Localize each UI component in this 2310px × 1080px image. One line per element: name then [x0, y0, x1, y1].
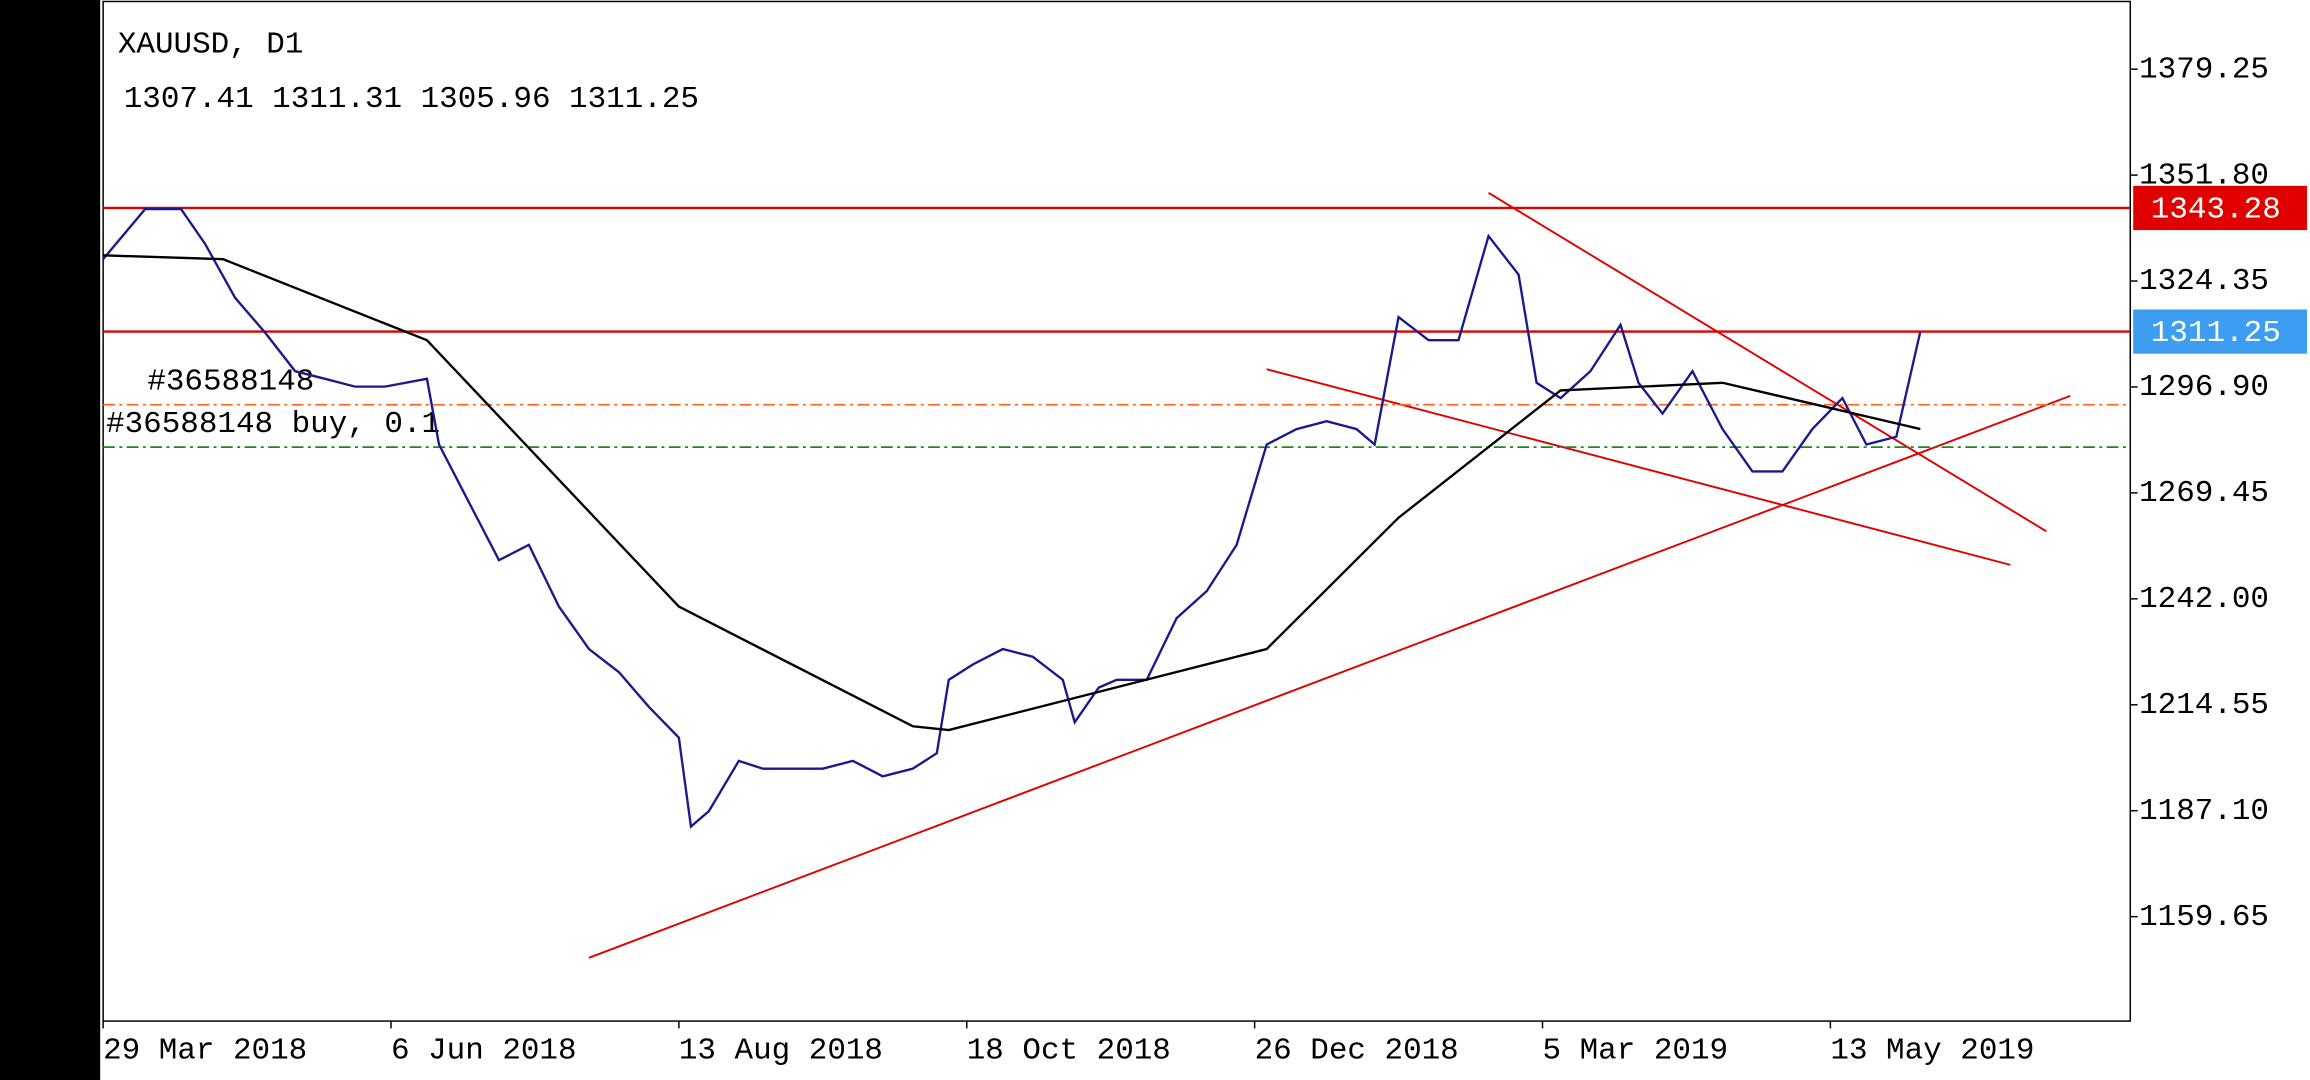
trend-line: [588, 394, 2071, 959]
x-tick-label: 18 Oct 2018: [967, 1034, 1171, 1069]
side-bar: [0, 0, 101, 1080]
order-label: #36588148 buy, 0.1: [106, 407, 440, 442]
price-line: [102, 207, 1922, 829]
y-tick-label: 1324.35: [2139, 264, 2269, 299]
x-tick-label: 13 Aug 2018: [679, 1034, 883, 1069]
trend-line: [1266, 368, 2011, 566]
y-tick-label: 1159.65: [2139, 900, 2269, 935]
x-tick-label: 5 Mar 2019: [1543, 1034, 1729, 1069]
y-tick-label: 1379.25: [2139, 52, 2269, 87]
y-tick-label: 1214.55: [2139, 688, 2269, 723]
price-tag: [2133, 309, 2308, 354]
x-tick-label: 13 May 2019: [1830, 1034, 2034, 1069]
chart-title: XAUUSD, D1: [118, 27, 304, 62]
price-tag-label: 1343.28: [2151, 193, 2281, 228]
price-line: [103, 254, 1921, 732]
trend-line: [1488, 192, 2047, 533]
x-tick-label: 29 Mar 2018: [103, 1034, 307, 1069]
plot-area: [102, 0, 2132, 1022]
order-label: #36588148: [147, 364, 314, 399]
ohlc-text: 1307.41 1311.31 1305.96 1311.25: [124, 82, 699, 117]
y-tick-label: 1269.45: [2139, 476, 2269, 511]
y-tick-label: 1187.10: [2139, 794, 2269, 829]
x-tick-label: 6 Jun 2018: [391, 1034, 577, 1069]
y-tick-label: 1296.90: [2139, 370, 2269, 405]
y-tick-label: 1242.00: [2139, 582, 2269, 617]
x-tick-label: 26 Dec 2018: [1255, 1034, 1459, 1069]
price-tag-label: 1311.25: [2151, 316, 2281, 351]
price-tag: [2133, 185, 2308, 231]
